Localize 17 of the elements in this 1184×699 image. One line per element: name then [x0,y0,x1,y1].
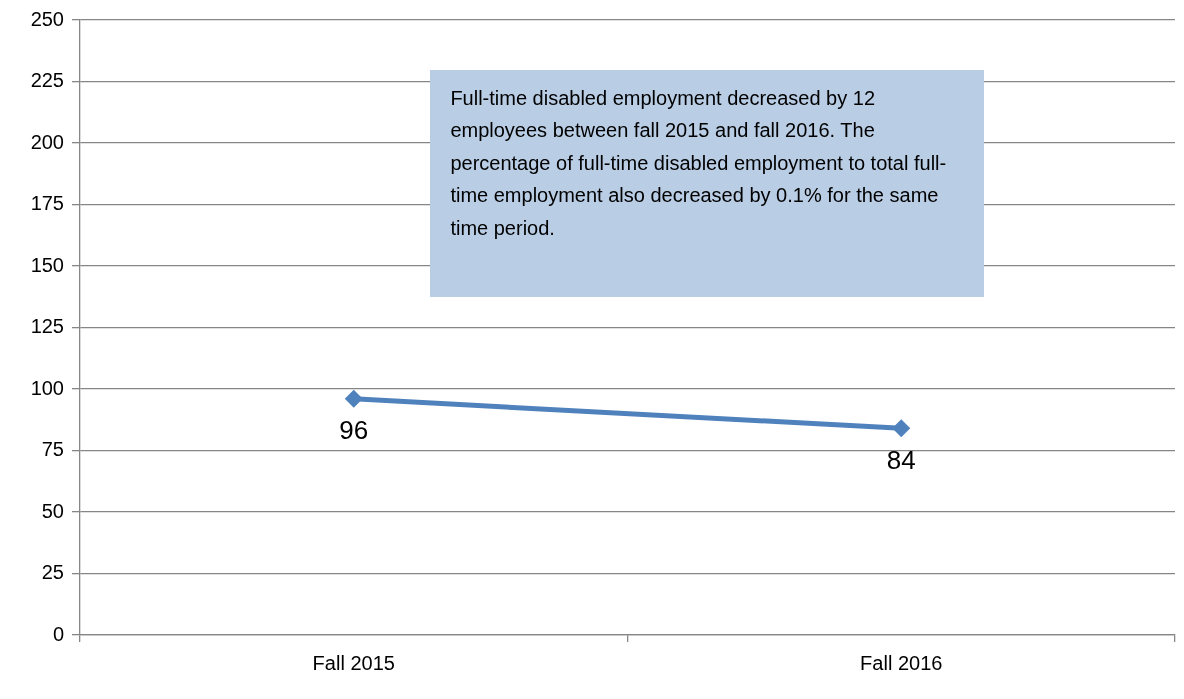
data-label: 84 [886,444,916,475]
y-tick-label: 100 [30,376,64,399]
annotation: Full-time disabled employment decreased by 12 employees between fall 2015 and fall 2016. The percentage of full-time disabled employment to total full-time employment also decreased by 0.1% for the same time period. [450,86,947,239]
y-tick-label: 175 [30,192,64,215]
y-tick-label: 0 [52,622,64,645]
y-tick-label: 150 [30,253,64,276]
note-box: Full-time disabled employment decreased by 12 employees between fall 2015 and fall 2016. The percentage of full-time disabled employment to total full-time employment also decreased by 0.1% for the same time period. [430,69,985,298]
y-tick-label: 250 [30,7,64,30]
y-tick-label: 125 [30,315,64,338]
y-tick-label: 75 [41,438,64,461]
y-tick-label: 50 [41,499,64,522]
y-tick-label: 25 [41,561,64,584]
x-tick-label: Fall 2016 [860,651,943,674]
x-tick-label: Fall 2015 [312,651,395,674]
y-tick-label: 225 [30,69,64,92]
data-label: 96 [339,415,369,446]
y-tick-label: 200 [30,130,64,153]
